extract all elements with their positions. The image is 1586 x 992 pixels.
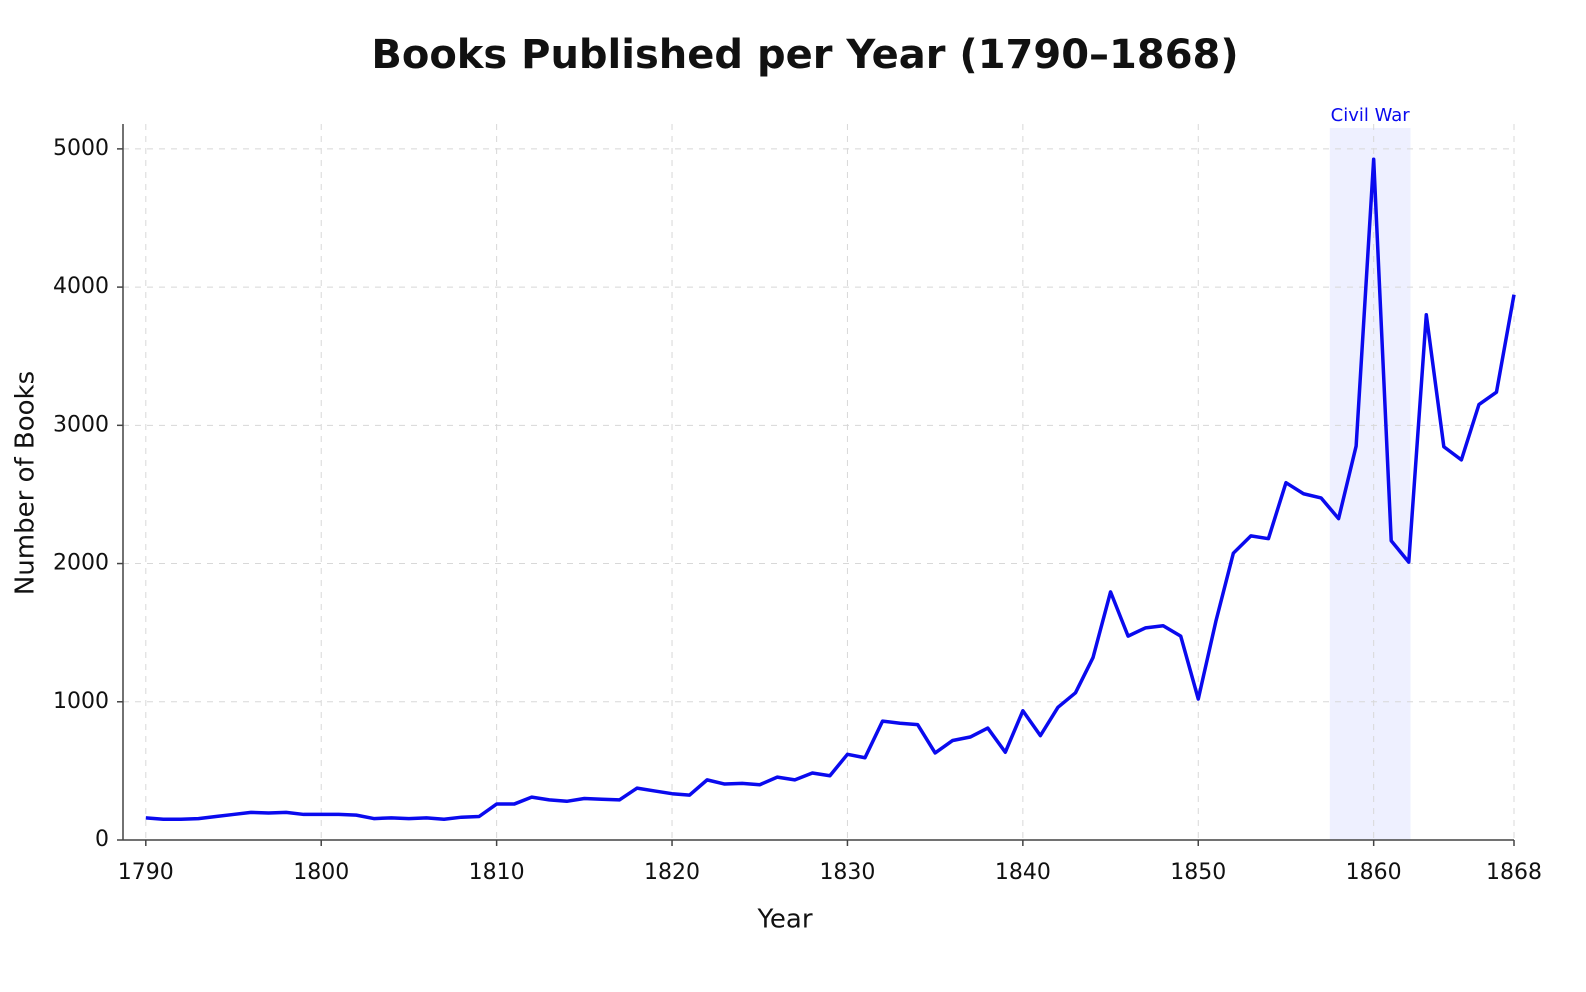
y-tick-label: 1000 bbox=[53, 689, 109, 714]
annotation-span bbox=[1329, 128, 1411, 840]
x-axis-label: Year bbox=[756, 905, 812, 935]
annotation-label: Civil War bbox=[1331, 105, 1411, 126]
line-series bbox=[145, 157, 1516, 822]
x-tick-label: 1790 bbox=[118, 860, 174, 885]
x-tick-label: 1810 bbox=[469, 860, 525, 885]
x-tick-label: 1820 bbox=[644, 860, 700, 885]
x-tick-label: 1850 bbox=[1170, 860, 1226, 885]
y-tick-label: 4000 bbox=[53, 274, 109, 299]
x-tick-label: 1868 bbox=[1486, 860, 1542, 885]
y-tick-label: 0 bbox=[95, 827, 109, 852]
y-tick-label: 2000 bbox=[53, 551, 109, 576]
y-tick-label: 5000 bbox=[53, 136, 109, 161]
x-tick-label: 1830 bbox=[819, 860, 875, 885]
x-tick-label: 1800 bbox=[293, 860, 349, 885]
x-tick-label: 1860 bbox=[1346, 860, 1402, 885]
y-tick-label: 3000 bbox=[53, 412, 109, 437]
chart-title: Books Published per Year (1790–1868) bbox=[371, 32, 1238, 78]
y-axis-label: Number of Books bbox=[11, 371, 41, 595]
x-tick-label: 1840 bbox=[995, 860, 1051, 885]
